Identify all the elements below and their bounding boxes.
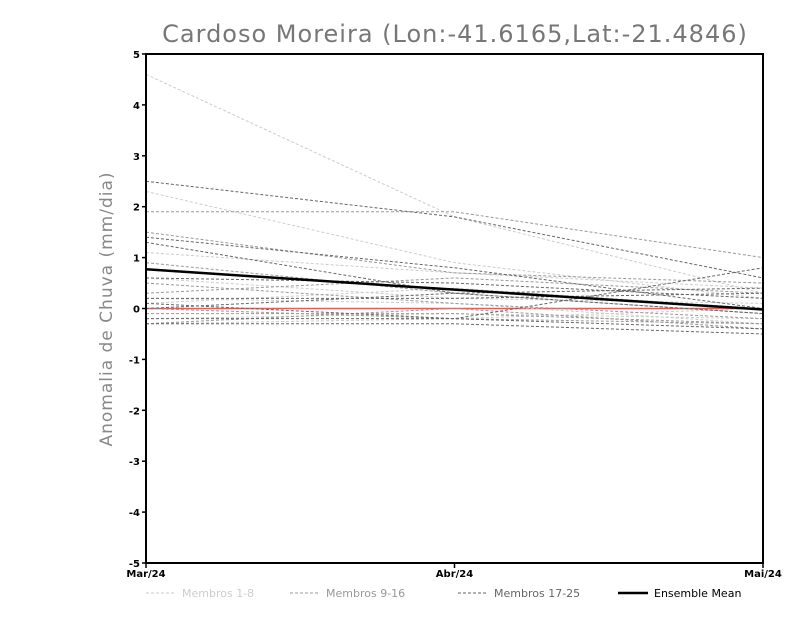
member-line-24 xyxy=(146,323,764,335)
member-line-7 xyxy=(145,252,764,289)
legend-label: Ensemble Mean xyxy=(654,587,741,600)
legend-label: Membros 9-16 xyxy=(326,587,405,600)
ensemble-mean-line xyxy=(145,268,764,311)
member-line-4 xyxy=(145,313,764,320)
member-line-25 xyxy=(145,267,764,320)
y-tick-label: 0 xyxy=(133,305,140,316)
y-tick-label: 4 xyxy=(133,101,140,112)
member-line-2 xyxy=(145,190,764,299)
y-axis-label: Anomalia de Chuva (mm/dia) xyxy=(97,171,117,446)
y-tick-label: -3 xyxy=(129,457,140,468)
member-line-3 xyxy=(145,297,764,325)
x-tick-label: Mai/24 xyxy=(744,569,782,580)
x-tick-label: Mar/24 xyxy=(126,569,165,580)
member-line-22 xyxy=(146,318,764,330)
member-line-17 xyxy=(145,180,764,279)
y-tick-label: 3 xyxy=(133,152,140,163)
y-tick-label: 2 xyxy=(133,203,140,214)
y-tick-label: -4 xyxy=(129,508,140,519)
y-tick-label: 5 xyxy=(133,50,140,61)
member-line-10 xyxy=(145,231,764,284)
member-line-6 xyxy=(145,308,764,325)
series-lines xyxy=(145,73,764,335)
x-tick-label: Abr/24 xyxy=(436,569,473,580)
member-line-21 xyxy=(146,292,764,299)
legend-label: Membros 17-25 xyxy=(494,587,580,600)
legend-label: Membros 1-8 xyxy=(182,587,254,600)
member-line-20 xyxy=(145,277,764,299)
member-line-9 xyxy=(146,211,764,259)
member-line-12 xyxy=(146,313,764,325)
member-line-16 xyxy=(145,308,764,325)
y-tick-label: -5 xyxy=(129,559,140,570)
member-line-13 xyxy=(145,277,764,294)
member-line-18 xyxy=(145,236,764,309)
member-line-19 xyxy=(145,241,764,294)
chart-title: Cardoso Moreira (Lon:-41.6165,Lat:-21.48… xyxy=(162,20,748,48)
y-tick-label: 1 xyxy=(133,254,140,265)
member-line-1 xyxy=(145,73,764,294)
legend: Membros 1-8 Membros 9-16 Membros 17-25 Ense… xyxy=(146,587,741,600)
member-line-23 xyxy=(145,292,764,315)
y-tick-label: -2 xyxy=(129,406,140,417)
member-line-11 xyxy=(145,282,764,320)
y-tick-label: -1 xyxy=(129,355,140,366)
